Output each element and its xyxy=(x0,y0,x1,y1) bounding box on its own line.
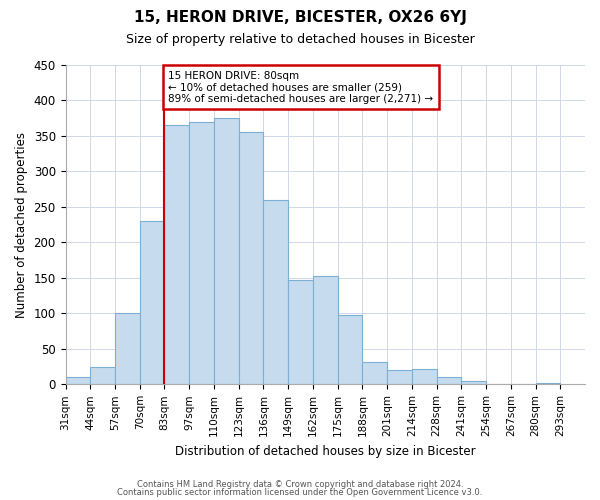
Bar xyxy=(387,370,412,384)
Bar xyxy=(140,221,164,384)
Bar xyxy=(362,362,387,384)
X-axis label: Distribution of detached houses by size in Bicester: Distribution of detached houses by size … xyxy=(175,444,476,458)
Bar xyxy=(164,126,189,384)
Bar xyxy=(189,122,214,384)
Bar xyxy=(288,280,313,384)
Bar xyxy=(115,314,140,384)
Bar xyxy=(239,132,263,384)
Bar xyxy=(313,276,338,384)
Text: 15, HERON DRIVE, BICESTER, OX26 6YJ: 15, HERON DRIVE, BICESTER, OX26 6YJ xyxy=(134,10,466,25)
Text: 15 HERON DRIVE: 80sqm
← 10% of detached houses are smaller (259)
89% of semi-det: 15 HERON DRIVE: 80sqm ← 10% of detached … xyxy=(168,70,433,104)
Bar xyxy=(536,383,560,384)
Text: Size of property relative to detached houses in Bicester: Size of property relative to detached ho… xyxy=(125,32,475,46)
Bar xyxy=(90,366,115,384)
Bar xyxy=(214,118,239,384)
Text: Contains HM Land Registry data © Crown copyright and database right 2024.: Contains HM Land Registry data © Crown c… xyxy=(137,480,463,489)
Bar xyxy=(437,376,461,384)
Bar xyxy=(65,377,90,384)
Bar xyxy=(412,368,437,384)
Text: Contains public sector information licensed under the Open Government Licence v3: Contains public sector information licen… xyxy=(118,488,482,497)
Bar xyxy=(461,382,486,384)
Y-axis label: Number of detached properties: Number of detached properties xyxy=(15,132,28,318)
Bar xyxy=(338,316,362,384)
Bar xyxy=(263,200,288,384)
